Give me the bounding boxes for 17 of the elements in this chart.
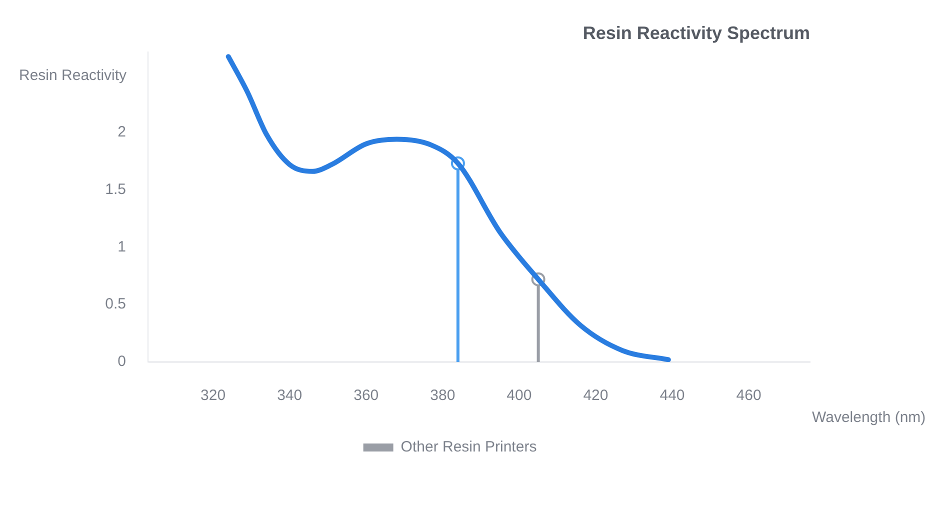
x-tick-label: 320 (200, 387, 226, 404)
y-tick-label: 1.5 (105, 180, 126, 198)
x-tick-label: 440 (660, 387, 685, 404)
x-tick-label: 400 (506, 387, 532, 404)
legend-label: Other Resin Printers (400, 438, 537, 456)
y-tick-label: 1 (118, 238, 126, 256)
x-tick-label: 340 (277, 387, 302, 404)
y-axis-title: Resin Reactivity (19, 67, 128, 84)
y-tick-label: 2 (118, 124, 126, 141)
y-tick-label: 0.5 (105, 296, 126, 313)
y-tick-label: 0 (118, 353, 126, 370)
x-tick-label: 460 (736, 387, 762, 404)
chart-title: Resin Reactivity Spectrum (582, 22, 810, 43)
x-tick-label: 380 (430, 387, 456, 404)
x-tick-label: 420 (583, 387, 608, 404)
x-axis-title: Wavelength (nm) (812, 409, 926, 426)
x-tick-label: 360 (354, 387, 379, 404)
